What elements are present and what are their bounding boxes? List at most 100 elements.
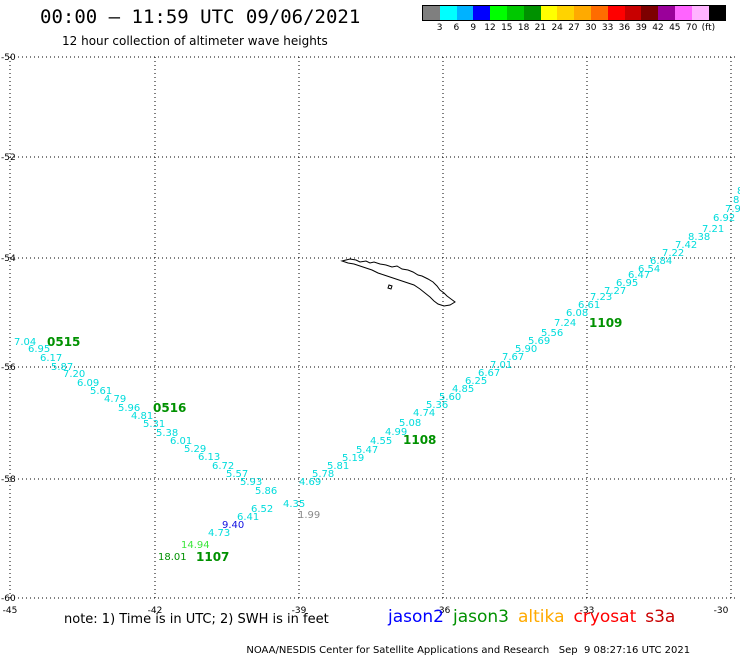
wave-height-value: 8 <box>737 186 740 197</box>
credit-text: NOAA/NESDIS Center for Satellite Applica… <box>246 645 550 656</box>
satellite-legend: jason2 jason3 altika cryosat s3a <box>388 607 684 627</box>
wave-height-value: 4.79 <box>104 394 126 405</box>
color-scale-label: 12 <box>484 23 496 33</box>
footer: NOAA/NESDIS Center for Satellite Applica… <box>240 634 690 656</box>
color-scale-swatch <box>506 6 524 20</box>
wave-height-value: 6.13 <box>198 452 220 463</box>
color-scale-swatch <box>607 6 625 20</box>
wave-height-value: 6.09 <box>77 378 99 389</box>
pass-number-label: 0515 <box>47 335 80 349</box>
color-scale-label: 27 <box>568 23 580 33</box>
wave-height-value: 4.74 <box>413 408 435 419</box>
longitude-tick-label: -33 <box>580 606 595 616</box>
wave-height-value: 7.21 <box>702 224 724 235</box>
wave-height-value: 5.61 <box>90 386 112 397</box>
south-georgia-coastline <box>340 258 456 307</box>
color-scale-swatch <box>590 6 608 20</box>
color-scale-swatch <box>658 6 675 20</box>
wave-height-value: 5.90 <box>515 344 537 355</box>
color-scale-bar <box>422 5 727 21</box>
color-scale-label: (ft) <box>701 23 716 33</box>
satellite-name: cryosat <box>573 607 637 627</box>
color-scale-swatch <box>423 6 440 20</box>
wave-height-value: 6.47 <box>628 270 650 281</box>
wave-height-value: 6.61 <box>578 300 600 311</box>
satellite-name: jason2 <box>388 607 444 627</box>
wave-height-value: 7.42 <box>675 240 697 251</box>
island-path <box>387 284 393 290</box>
wave-height-value: 6.92 <box>713 213 735 224</box>
wave-height-value: 7.94 <box>725 204 740 215</box>
wave-height-value: 4.99 <box>385 427 407 438</box>
wave-height-value: 6.72 <box>212 461 234 472</box>
axis-ticks: -45 -42 -39 -36 -33 -30 -50 -52 -54 -56 -58 -60 <box>1 53 729 616</box>
wave-height-value: 6.54 <box>638 264 660 275</box>
longitude-tick-label: -45 <box>3 606 18 616</box>
latitude-tick-label: -54 <box>1 254 16 264</box>
wave-height-value: 6.08 <box>566 308 588 319</box>
wave-height-value: 6.95 <box>616 278 638 289</box>
wave-height-value: 8.5 <box>733 195 740 206</box>
wave-height-labels: 7.046.956.175.877.206.095.614.795.964.81… <box>14 186 740 563</box>
wave-height-value: 7.23 <box>590 292 612 303</box>
wave-height-value: 5.78 <box>312 469 334 480</box>
wave-height-value: 6.95 <box>28 344 50 355</box>
wave-height-value: 8.38 <box>688 232 710 243</box>
color-scale-label: 36 <box>618 23 631 33</box>
wave-height-value: 4.85 <box>452 384 474 395</box>
color-scale-label: 18 <box>517 23 530 33</box>
wave-height-value: 4.81 <box>131 411 153 422</box>
wave-height-value: 6.52 <box>251 504 273 515</box>
wave-height-value: 4.73 <box>208 528 230 539</box>
wave-height-value: 18.01 <box>158 552 187 563</box>
wave-height-value: 5.57 <box>226 469 248 480</box>
wave-height-value: 7.22 <box>662 248 684 259</box>
color-scale-swatch <box>624 6 642 20</box>
color-scale-swatch <box>523 6 541 20</box>
color-scale-label: 24 <box>551 23 563 33</box>
color-scale-label: 39 <box>635 23 647 33</box>
color-scale-label: 30 <box>585 23 597 33</box>
longitude-tick-label: -30 <box>714 606 729 616</box>
color-scale-swatch <box>708 6 726 20</box>
color-scale-swatch <box>557 6 575 20</box>
pass-number-label: 1107 <box>196 550 229 564</box>
wave-height-value: 7.20 <box>63 369 85 380</box>
color-scale-swatch <box>490 6 507 20</box>
wave-height-value: 6.17 <box>40 353 62 364</box>
latitude-tick-label: -50 <box>1 53 16 63</box>
wave-height-value: 9.40 <box>222 520 244 531</box>
wave-height-value: 5.86 <box>255 486 277 497</box>
wave-height-value: 5.19 <box>342 453 364 464</box>
latitude-tick-label: -52 <box>1 153 16 163</box>
latitude-tick-label: -58 <box>1 475 16 485</box>
color-scale-label: 15 <box>501 23 513 33</box>
color-scale-label: 45 <box>669 23 681 33</box>
latitude-tick-label: -60 <box>1 594 16 604</box>
wave-height-value: 6.01 <box>170 436 192 447</box>
color-scale-swatch <box>439 6 457 20</box>
color-scale-label: 6 <box>453 23 460 33</box>
map-title: 00:00 – 11:59 UTC 09/06/2021 <box>40 6 361 28</box>
wave-height-value: 7.04 <box>14 337 36 348</box>
longitude-tick-label: -39 <box>292 606 307 616</box>
color-scale-swatch <box>691 6 709 20</box>
coastline-path <box>340 258 456 307</box>
generated-timestamp: Sep 9 08:27:16 UTC 2021 <box>558 645 691 656</box>
wave-height-value: 5.96 <box>118 403 140 414</box>
wave-height-value: 14.94 <box>181 540 210 551</box>
wave-height-value: 5.60 <box>439 392 461 403</box>
wave-height-value: 5.56 <box>541 328 563 339</box>
color-scale-swatch <box>641 6 659 20</box>
wave-height-value: 4.35 <box>283 499 305 510</box>
wave-height-value: 7.24 <box>554 318 576 329</box>
wave-height-value: 6.67 <box>478 368 500 379</box>
color-scale-labels: 3 6 9 12 15 18 21 24 27 30 33 36 39 42 45 70 (ft) <box>422 21 726 35</box>
pass-number-label: 1108 <box>403 433 436 447</box>
wave-height-value: 6.41 <box>237 512 259 523</box>
wave-height-value: 6.84 <box>650 256 672 267</box>
color-scale-swatch <box>473 6 491 20</box>
wave-height-value: 5.47 <box>356 445 378 456</box>
grid-lines <box>9 56 738 599</box>
